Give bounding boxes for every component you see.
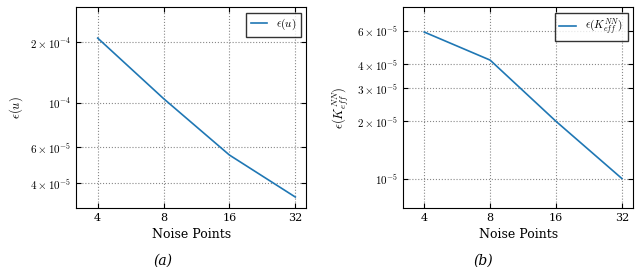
$\epsilon(K_{eff}^{NN})$ [552,120,560,123]
$\epsilon(u)$ [160,97,168,100]
$\epsilon(u)$ [94,37,102,40]
X-axis label: Noise Points: Noise Points [152,228,231,241]
Text: (a): (a) [154,253,173,267]
Line: $\epsilon(u)$: $\epsilon(u)$ [98,38,295,197]
Line: $\epsilon(K_{eff}^{NN})$: $\epsilon(K_{eff}^{NN})$ [424,32,622,179]
Legend: $\epsilon(K_{eff}^{NN})$: $\epsilon(K_{eff}^{NN})$ [555,13,627,41]
X-axis label: Noise Points: Noise Points [479,228,557,241]
$\epsilon(u)$ [291,195,299,199]
$\epsilon(u)$ [225,154,233,157]
Y-axis label: $\epsilon(K_{eff}^{NN})$: $\epsilon(K_{eff}^{NN})$ [332,86,351,129]
$\epsilon(K_{eff}^{NN})$ [420,30,428,34]
Legend: $\epsilon(u)$: $\epsilon(u)$ [246,13,301,37]
$\epsilon(K_{eff}^{NN})$ [486,58,494,62]
Text: (b): (b) [474,253,493,267]
$\epsilon(K_{eff}^{NN})$ [618,177,626,180]
Y-axis label: $\epsilon(u)$: $\epsilon(u)$ [7,96,25,119]
